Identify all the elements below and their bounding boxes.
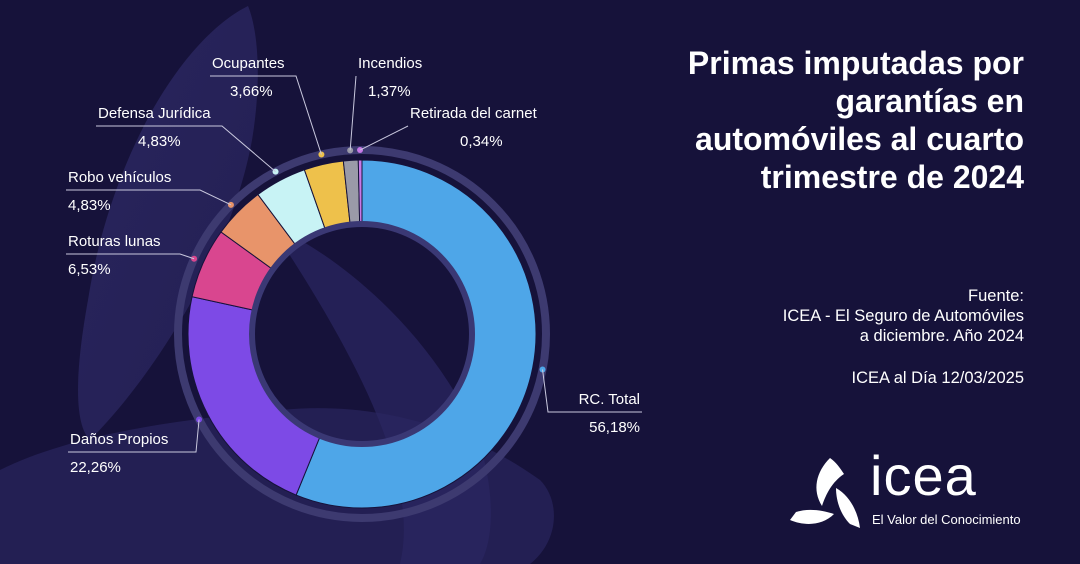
label-retirada-del-carnet: Retirada del carnet — [410, 105, 538, 122]
publication-date: ICEA al Día 12/03/2025 — [851, 369, 1024, 387]
label-roturas-lunas: Roturas lunas — [68, 233, 161, 250]
donut-callouts: RC. Total 56,18% Daños Propios 22,26% Rotura… — [66, 55, 642, 476]
label-danos-propios: Daños Propios — [70, 431, 168, 448]
source-block: Fuente: ICEA - El Seguro de Automóviles … — [684, 286, 1024, 388]
callout-line-ocupantes — [210, 75, 322, 155]
source-line-2: a diciembre. Año 2024 — [859, 327, 1024, 345]
value-defensa-juridica: 4,83% — [138, 133, 181, 150]
callout-line-robo-vehiculos — [66, 189, 232, 206]
background-leaf-left — [78, 6, 258, 440]
callout-line-danos-propios — [68, 419, 200, 453]
callout-line-rc-total — [542, 369, 642, 413]
icea-logo-mark-icon — [790, 458, 860, 528]
icea-logo-tagline: El Valor del Conocimiento — [872, 512, 1021, 527]
value-incendios: 1,37% — [368, 83, 411, 100]
label-rc-total: RC. Total — [579, 391, 640, 408]
donut-slices — [187, 159, 537, 509]
source-line-1: ICEA - El Seguro de Automóviles — [782, 307, 1024, 325]
callout-line-retirada-del-carnet — [359, 125, 409, 151]
callout-line-incendios — [349, 75, 357, 151]
icea-logo-wordmark: icea — [870, 444, 977, 507]
label-incendios: Incendios — [358, 55, 422, 72]
chart-title: Primas imputadas por garantías en automó… — [687, 45, 1024, 195]
value-danos-propios: 22,26% — [70, 459, 121, 476]
label-robo-vehiculos: Robo vehículos — [68, 169, 171, 186]
callout-line-defensa-juridica — [96, 125, 276, 172]
icea-logo: icea El Valor del Conocimiento — [786, 446, 1046, 534]
value-robo-vehiculos: 4,83% — [68, 197, 111, 214]
label-ocupantes: Ocupantes — [212, 55, 285, 72]
value-ocupantes: 3,66% — [230, 83, 273, 100]
source-heading: Fuente: — [968, 287, 1024, 305]
value-roturas-lunas: 6,53% — [68, 261, 111, 278]
callout-line-roturas-lunas — [66, 253, 195, 260]
donut-inner-ring — [249, 221, 475, 447]
value-retirada-del-carnet: 0,34% — [460, 133, 503, 150]
label-defensa-juridica: Defensa Jurídica — [98, 105, 211, 122]
value-rc-total: 56,18% — [589, 419, 640, 436]
